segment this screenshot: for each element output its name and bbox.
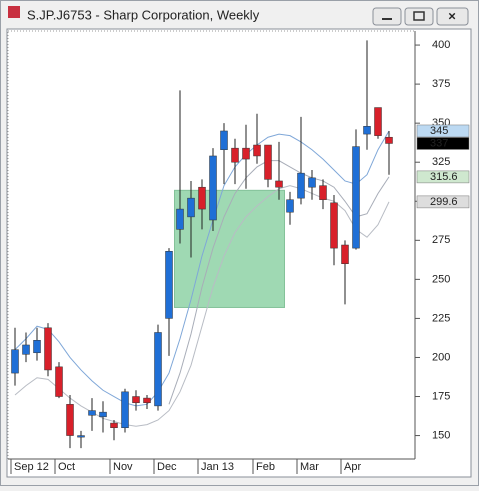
candle-body	[55, 366, 63, 397]
x-tick-label: Jan 13	[201, 461, 234, 473]
close-button[interactable]	[436, 7, 469, 26]
close-icon: ×	[448, 8, 456, 23]
candle-body	[77, 435, 85, 438]
candle-body	[66, 404, 74, 436]
price-label: 345	[430, 125, 448, 137]
x-tick-label: Sep 12	[14, 461, 49, 473]
candle-body	[198, 186, 206, 210]
window-buttons[interactable]: ×	[372, 7, 469, 26]
candle-body	[165, 250, 173, 319]
maximize-button[interactable]	[404, 7, 434, 26]
window-icon	[8, 6, 20, 18]
candle-body	[33, 340, 41, 354]
candle-body	[220, 130, 228, 150]
candle-body	[176, 208, 184, 230]
x-tick-label: Mar	[300, 461, 319, 473]
candle-body	[154, 332, 162, 407]
x-tick-label: Dec	[157, 461, 177, 473]
price-label-box	[416, 195, 470, 209]
candle-body	[11, 349, 19, 374]
candle-body	[99, 411, 107, 418]
candle-body	[253, 144, 261, 157]
candle-body	[110, 422, 118, 429]
candle-body	[341, 244, 349, 264]
window-title: S.JP.J6753 - Sharp Corporation, Weekly	[27, 7, 260, 22]
y-tick-label: 325	[432, 156, 450, 168]
y-tick-label: 275	[432, 234, 450, 246]
maximize-icon	[413, 11, 425, 21]
candle-body	[231, 147, 239, 163]
candle-body	[187, 197, 195, 218]
x-tick-label: Nov	[113, 461, 133, 473]
candle-body	[385, 136, 393, 144]
price-label: 299.6	[430, 196, 458, 208]
minimize-button[interactable]	[372, 7, 402, 26]
candle-body	[275, 180, 283, 188]
candle-body	[264, 144, 272, 180]
x-tick-label: Feb	[256, 461, 275, 473]
y-tick-label: 375	[432, 78, 450, 90]
price-label: 337	[430, 137, 448, 149]
candle-body	[319, 185, 327, 200]
y-tick-label: 150	[432, 429, 450, 441]
candle-body	[209, 155, 217, 221]
y-tick-label: 400	[432, 39, 450, 51]
candle-body	[286, 199, 294, 213]
x-tick-label: Oct	[58, 461, 75, 473]
price-label-box	[416, 137, 470, 150]
candle-body	[121, 391, 129, 429]
x-tick-label: Apr	[344, 461, 361, 473]
candle-body	[297, 172, 305, 199]
price-label-box	[416, 170, 470, 184]
candle-body	[330, 202, 338, 249]
candle-body	[22, 344, 30, 355]
candle-body	[132, 396, 140, 404]
y-tick-label: 250	[432, 273, 450, 285]
price-label: 315.6	[430, 171, 458, 183]
candle-body	[44, 327, 52, 371]
y-tick-label: 175	[432, 390, 450, 402]
candle-body	[374, 107, 382, 136]
moving-average-line	[14, 130, 390, 407]
candle-body	[352, 146, 360, 249]
candle-body	[143, 397, 151, 404]
price-label-box	[416, 124, 470, 138]
y-tick-label: 200	[432, 351, 450, 363]
candle-body	[88, 410, 96, 416]
candle-body	[242, 147, 250, 160]
y-tick-label: 225	[432, 312, 450, 324]
candle-body	[308, 177, 316, 188]
candle-body	[363, 126, 371, 135]
